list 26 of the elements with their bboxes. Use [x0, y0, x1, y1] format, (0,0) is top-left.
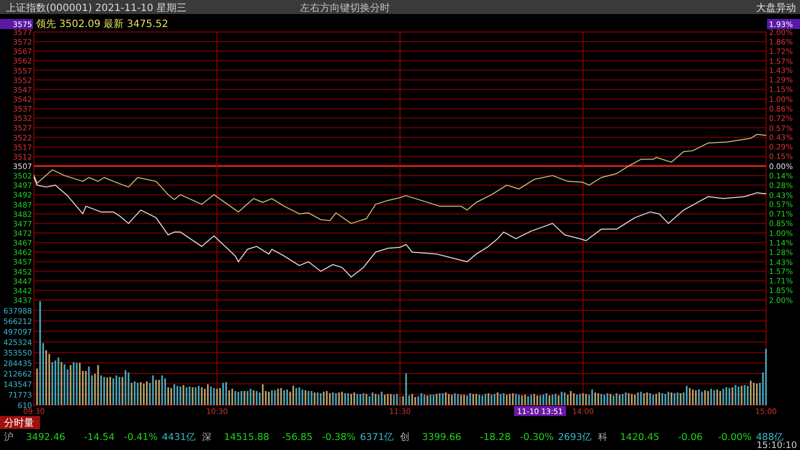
text: -0.38% — [322, 432, 356, 443]
text: -0.41% — [124, 432, 158, 443]
text: 分时量 — [4, 417, 34, 429]
text: -0.06 — [678, 432, 703, 443]
text: -18.28 — [480, 432, 511, 443]
text: 深 — [202, 431, 212, 443]
text: 大盘异动 — [756, 2, 796, 14]
text: 2693亿 — [558, 432, 592, 443]
text: 488亿 — [756, 432, 784, 443]
text: 3492.46 — [26, 432, 66, 443]
text: 左右方向键切换分时 — [300, 2, 390, 14]
chart-title: 上证指数(000001) 2021-11-10 星期三 — [6, 2, 186, 14]
text: 4431亿 — [162, 432, 196, 443]
text: 创 — [400, 431, 410, 443]
text: -0.30% — [520, 432, 554, 443]
text: -0.00% — [718, 432, 752, 443]
text: -56.85 — [282, 432, 313, 443]
text: 15:10:10 — [756, 441, 798, 450]
text: -14.54 — [84, 432, 115, 443]
text: 3399.66 — [422, 432, 462, 443]
text: 沪 — [4, 431, 14, 443]
text: 14515.88 — [224, 432, 270, 443]
text: 1420.45 — [620, 432, 660, 443]
text: 科 — [598, 431, 608, 443]
chart-subtitle: 领先 3502.09 最新 3475.52 — [36, 18, 168, 30]
text: 6371亿 — [360, 432, 394, 443]
